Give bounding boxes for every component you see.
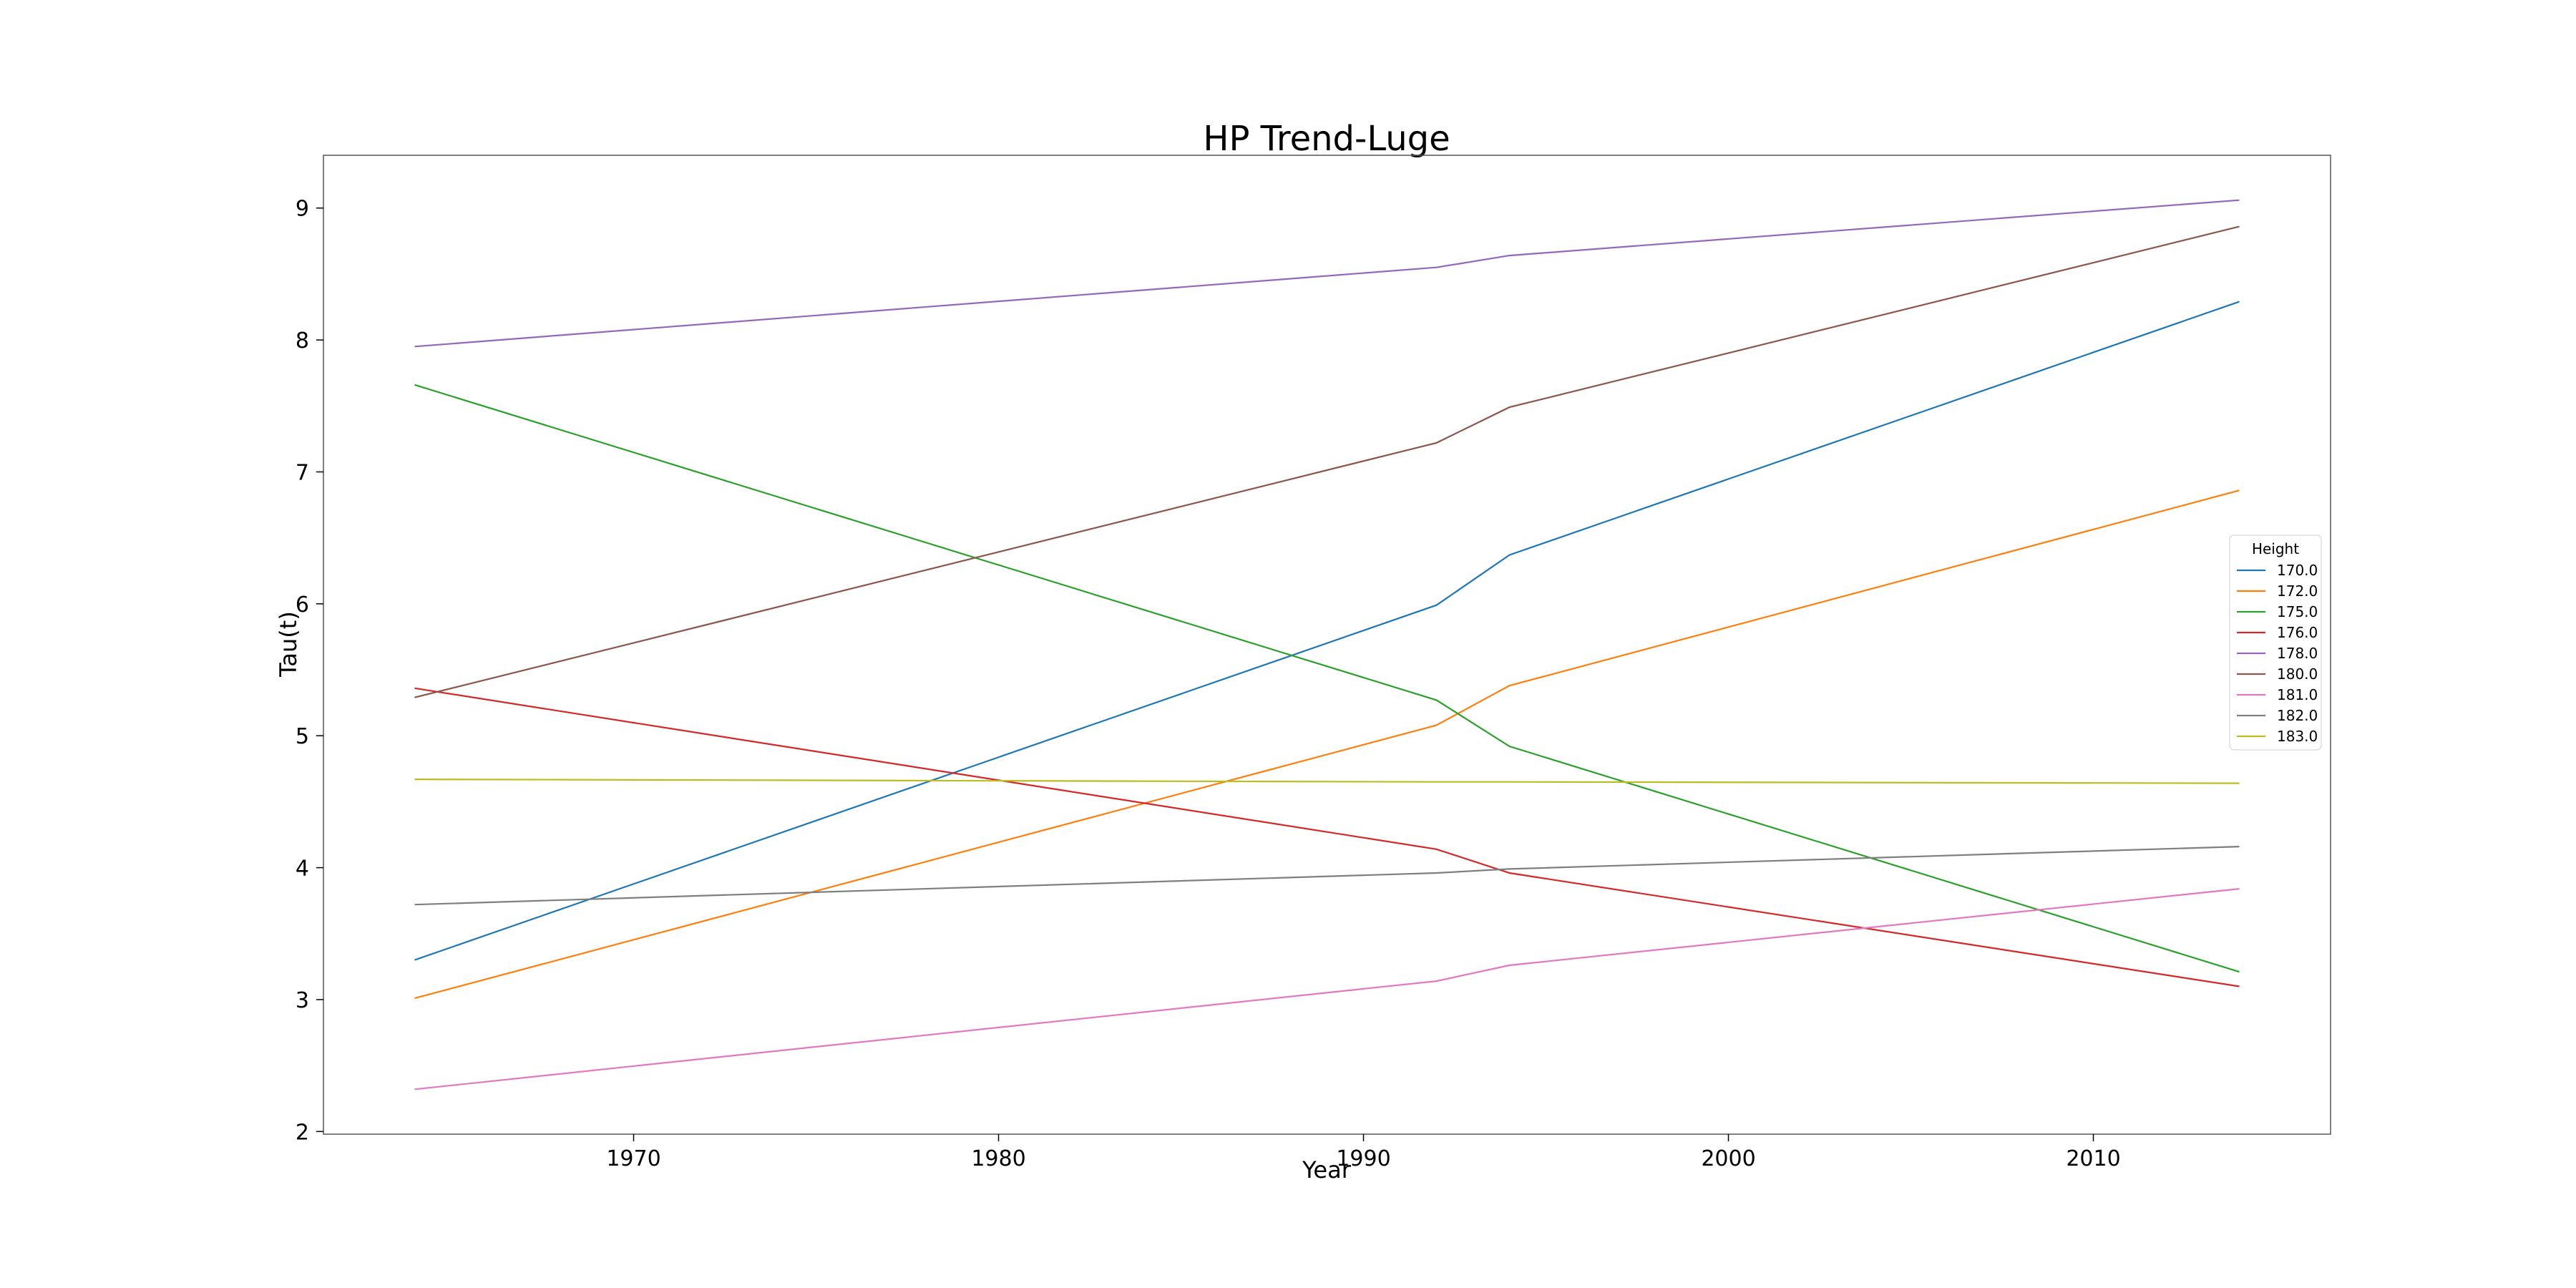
series-line-182.0 [415,847,2240,904]
y-axis-title: Tau(t) [275,611,302,678]
x-tick-label: 1980 [971,1146,1025,1171]
x-tick-label: 1970 [606,1146,660,1171]
chart-title: HP Trend-Luge [1203,119,1450,159]
series-line-180.0 [415,227,2240,698]
y-tick-label: 5 [296,724,309,749]
series-line-175.0 [415,385,2240,972]
legend-label-175.0: 175.0 [2277,603,2318,620]
series-lines [415,200,2240,1090]
y-tick-label: 8 [296,328,309,353]
legend-title: Height [2252,540,2299,557]
legend-label-181.0: 181.0 [2277,686,2318,703]
legend-label-182.0: 182.0 [2277,707,2318,724]
legend: Height 170.0 172.0 175.0 176.0 178.0 180.0 181… [2230,535,2321,750]
legend-label-183.0: 183.0 [2277,728,2318,745]
legend-label-172.0: 172.0 [2277,582,2318,600]
legend-label-170.0: 170.0 [2277,562,2318,579]
x-tick-label: 2010 [2066,1146,2120,1171]
y-tick-label: 2 [296,1120,309,1145]
series-line-170.0 [415,302,2240,960]
y-tick-label: 4 [296,857,309,882]
legend-label-180.0: 180.0 [2277,665,2318,683]
y-tick-label: 3 [296,988,309,1013]
series-line-172.0 [415,490,2240,998]
series-line-176.0 [415,688,2240,987]
series-line-178.0 [415,200,2240,347]
x-axis-title: Year [1302,1156,1352,1184]
series-line-181.0 [415,889,2240,1089]
legend-label-178.0: 178.0 [2277,645,2318,662]
y-tick-label: 9 [296,197,309,222]
x-tick-label: 2000 [1701,1146,1755,1171]
series-line-183.0 [415,779,2240,784]
x-axis-ticks: 1970 1980 1990 2000 2010 [606,1134,2120,1171]
y-tick-label: 7 [296,460,309,485]
legend-label-176.0: 176.0 [2277,624,2318,641]
